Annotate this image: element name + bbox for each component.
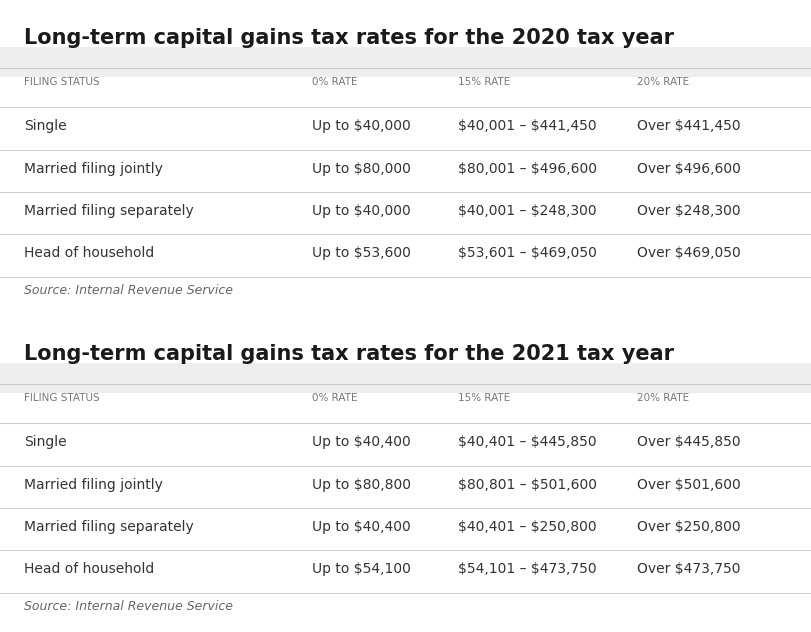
Text: \$40,001 – \$441,450: \$40,001 – \$441,450 — [458, 119, 597, 133]
Text: Head of household: Head of household — [24, 562, 155, 576]
Text: \$40,401 – \$445,850: \$40,401 – \$445,850 — [458, 435, 597, 449]
Text: Up to \$40,400: Up to \$40,400 — [312, 435, 411, 449]
Text: Up to \$54,100: Up to \$54,100 — [312, 562, 411, 576]
Text: 20% RATE: 20% RATE — [637, 77, 689, 87]
Text: 15% RATE: 15% RATE — [458, 393, 510, 403]
Text: Source: Internal Revenue Service: Source: Internal Revenue Service — [24, 600, 234, 613]
Text: 0% RATE: 0% RATE — [312, 393, 358, 403]
Text: Over \$496,600: Over \$496,600 — [637, 162, 740, 176]
Text: Over \$469,050: Over \$469,050 — [637, 246, 740, 260]
Text: \$80,001 – \$496,600: \$80,001 – \$496,600 — [458, 162, 597, 176]
Text: 0% RATE: 0% RATE — [312, 77, 358, 87]
Text: Up to \$40,000: Up to \$40,000 — [312, 119, 411, 133]
Text: Long-term capital gains tax rates for the 2020 tax year: Long-term capital gains tax rates for th… — [24, 28, 674, 49]
Text: Over \$445,850: Over \$445,850 — [637, 435, 740, 449]
Text: Up to \$40,400: Up to \$40,400 — [312, 520, 411, 534]
Text: 15% RATE: 15% RATE — [458, 77, 510, 87]
Text: Long-term capital gains tax rates for the 2021 tax year: Long-term capital gains tax rates for th… — [24, 344, 674, 365]
Text: \$80,801 – \$501,600: \$80,801 – \$501,600 — [458, 478, 597, 492]
Text: \$40,001 – \$248,300: \$40,001 – \$248,300 — [458, 204, 597, 218]
Text: Up to \$80,000: Up to \$80,000 — [312, 162, 411, 176]
Text: Up to \$80,800: Up to \$80,800 — [312, 478, 411, 492]
Bar — [0, 363, 811, 393]
Text: Up to \$40,000: Up to \$40,000 — [312, 204, 411, 218]
Text: Single: Single — [24, 435, 67, 449]
Text: 20% RATE: 20% RATE — [637, 393, 689, 403]
Text: Up to \$53,600: Up to \$53,600 — [312, 246, 411, 260]
Text: Single: Single — [24, 119, 67, 133]
Text: \$54,101 – \$473,750: \$54,101 – \$473,750 — [458, 562, 597, 576]
Text: Over \$441,450: Over \$441,450 — [637, 119, 740, 133]
Text: Head of household: Head of household — [24, 246, 155, 260]
Bar — [0, 47, 811, 77]
Text: Married filing jointly: Married filing jointly — [24, 162, 163, 176]
Text: Over \$473,750: Over \$473,750 — [637, 562, 740, 576]
Text: \$53,601 – \$469,050: \$53,601 – \$469,050 — [458, 246, 597, 260]
Text: Married filing separately: Married filing separately — [24, 520, 194, 534]
Text: Married filing separately: Married filing separately — [24, 204, 194, 218]
Text: Over \$248,300: Over \$248,300 — [637, 204, 740, 218]
Text: Over \$250,800: Over \$250,800 — [637, 520, 740, 534]
Text: Source: Internal Revenue Service: Source: Internal Revenue Service — [24, 284, 234, 297]
Text: Married filing jointly: Married filing jointly — [24, 478, 163, 492]
Text: FILING STATUS: FILING STATUS — [24, 77, 100, 87]
Text: Over \$501,600: Over \$501,600 — [637, 478, 740, 492]
Text: \$40,401 – \$250,800: \$40,401 – \$250,800 — [458, 520, 597, 534]
Text: FILING STATUS: FILING STATUS — [24, 393, 100, 403]
